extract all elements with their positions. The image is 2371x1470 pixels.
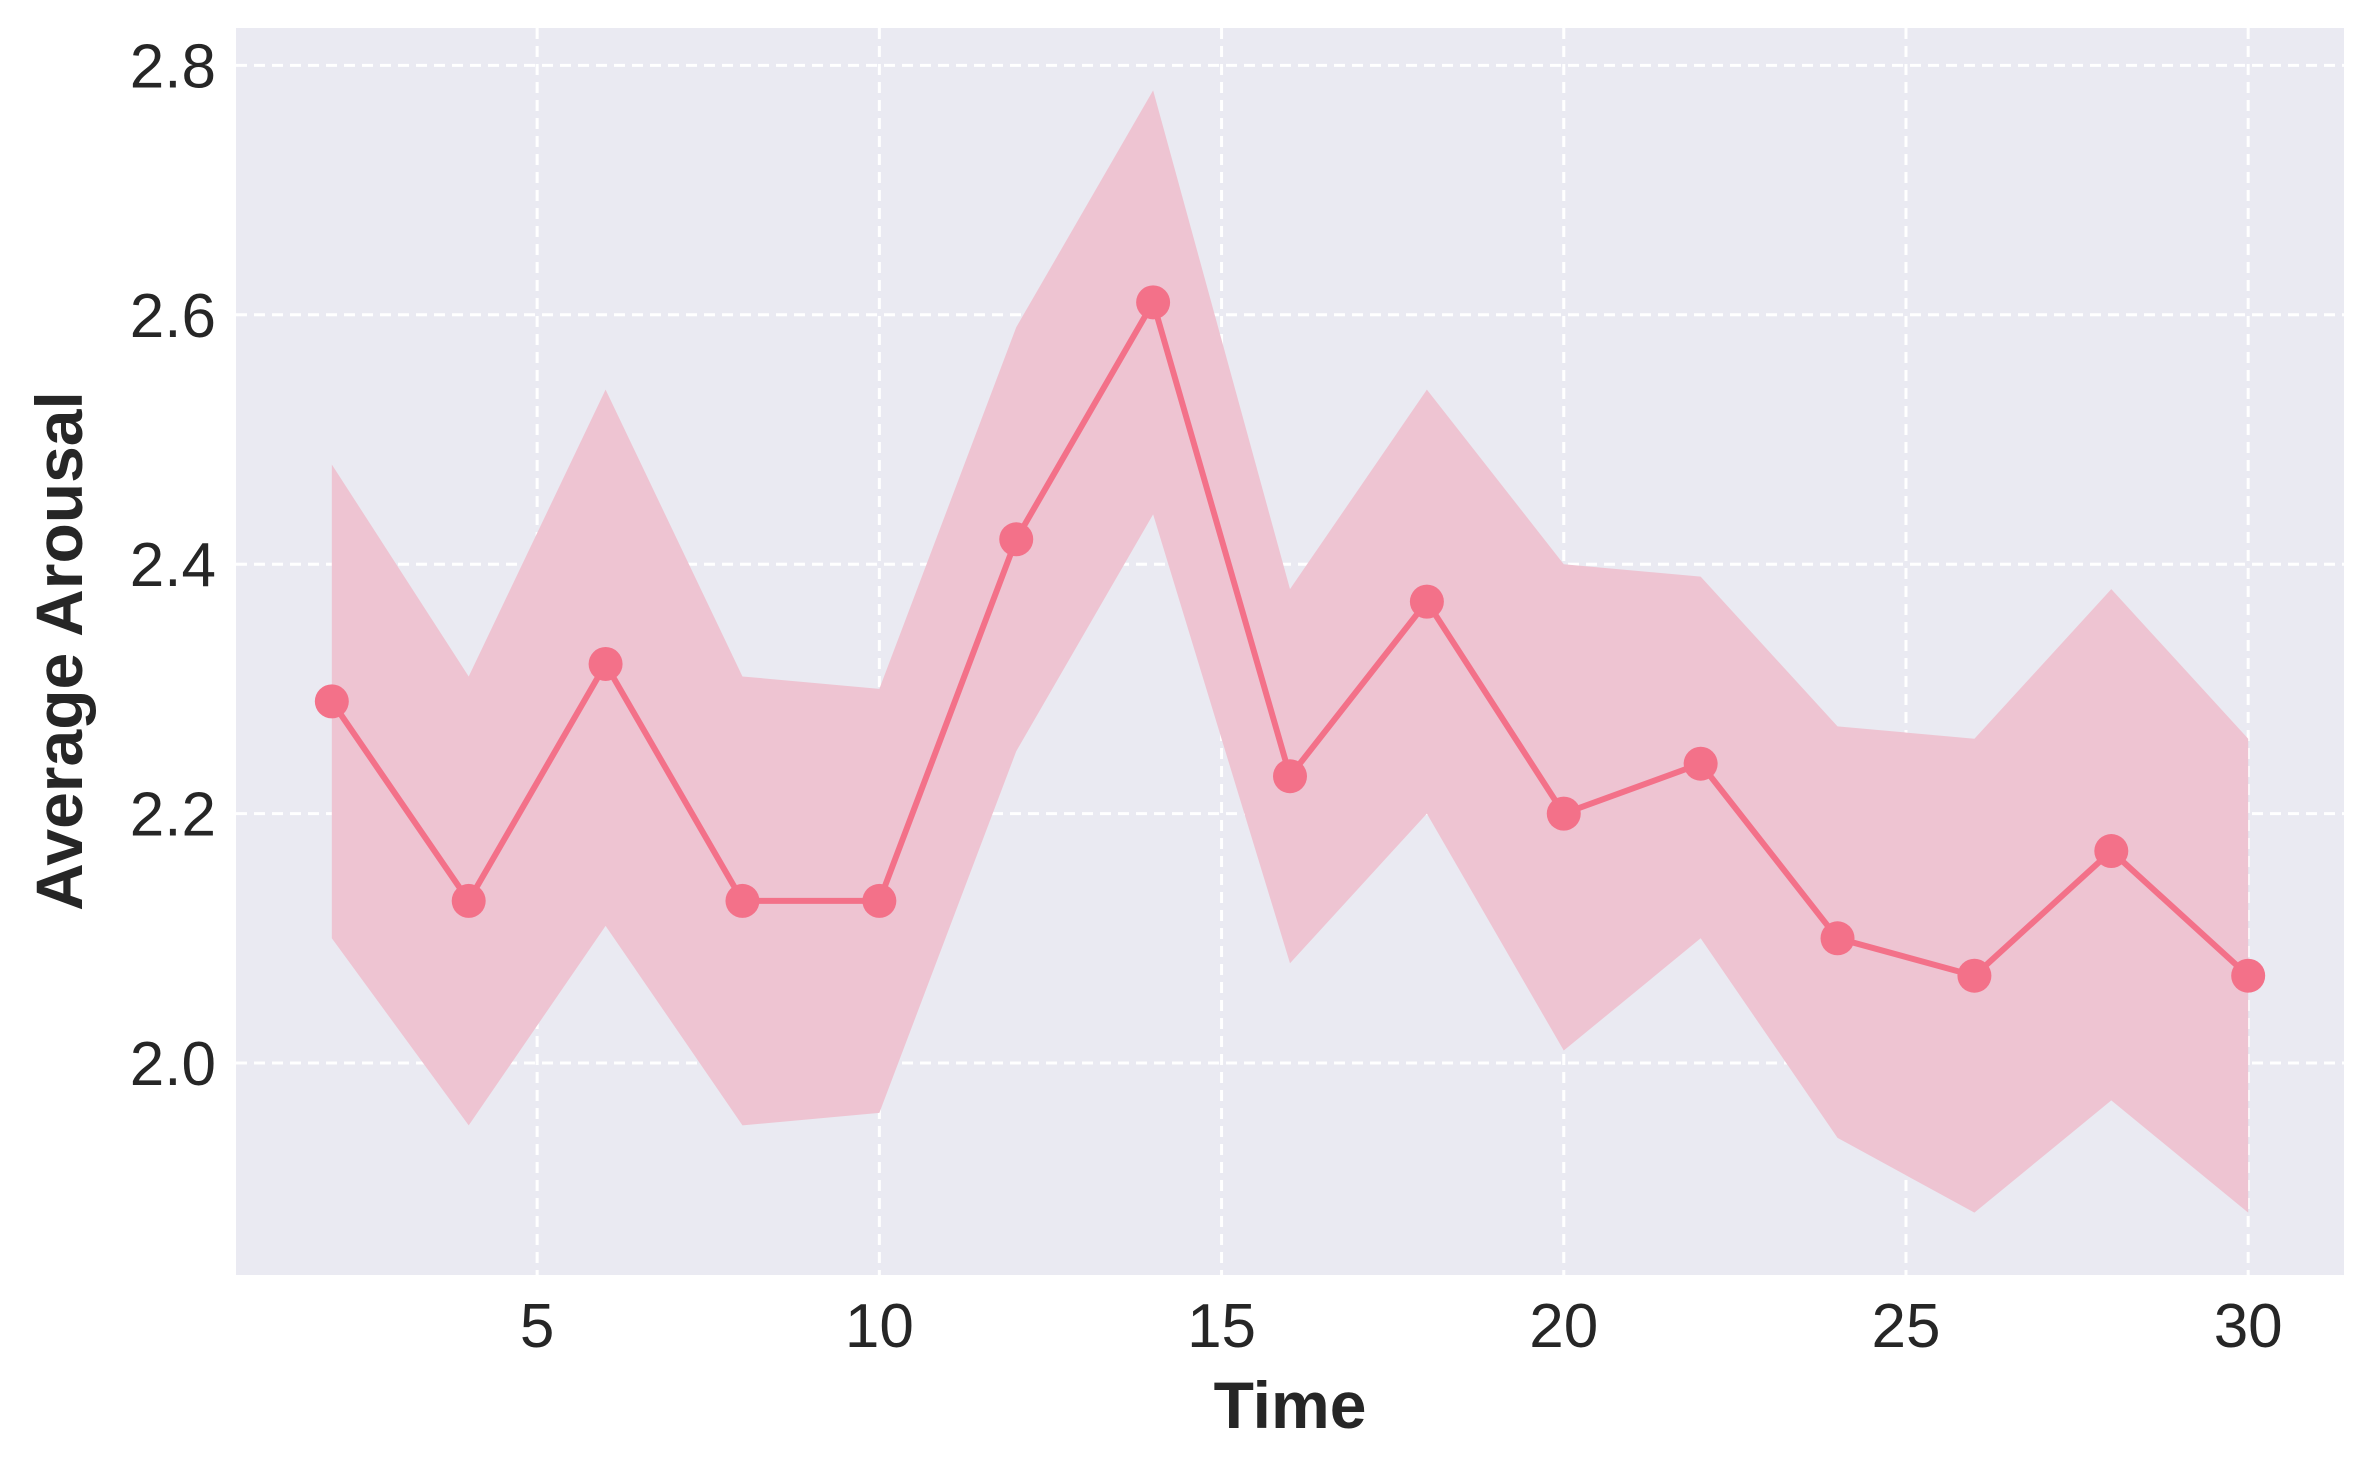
x-tick-labels: 5 10 15 20 25 30 — [520, 1292, 2283, 1361]
y-tick-label: 2.6 — [130, 282, 216, 351]
y-tick-label: 2.0 — [130, 1030, 216, 1099]
x-tick-label: 5 — [520, 1292, 554, 1361]
confidence-band-area — [331, 90, 2249, 1213]
x-tick-label: 10 — [845, 1292, 914, 1361]
data-point — [588, 646, 623, 681]
data-point — [314, 684, 349, 719]
y-tick-label: 2.4 — [130, 531, 216, 600]
x-tick-label: 15 — [1187, 1292, 1256, 1361]
y-tick-label: 2.2 — [130, 781, 216, 850]
x-tick-label: 20 — [1529, 1292, 1598, 1361]
data-point — [1546, 796, 1581, 831]
y-axis-label: Average Arousal — [22, 391, 96, 911]
data-point — [1683, 746, 1718, 781]
data-point — [862, 883, 897, 918]
data-point — [1820, 921, 1855, 956]
data-point — [2231, 958, 2266, 993]
data-point — [1957, 958, 1992, 993]
data-point — [1409, 584, 1444, 619]
y-tick-labels: 2.0 2.2 2.4 2.6 2.8 — [130, 32, 216, 1099]
x-tick-label: 25 — [1871, 1292, 1940, 1361]
data-point — [999, 522, 1034, 557]
data-point — [451, 883, 486, 918]
data-point — [1273, 759, 1307, 794]
y-tick-label: 2.8 — [130, 32, 216, 101]
confidence-band — [331, 90, 2249, 1213]
data-points — [314, 285, 2266, 993]
data-point — [1136, 285, 1171, 320]
x-axis-label: Time — [1214, 1368, 1367, 1442]
data-point — [725, 883, 760, 918]
data-point — [2094, 834, 2129, 869]
x-tick-label: 30 — [2214, 1292, 2283, 1361]
